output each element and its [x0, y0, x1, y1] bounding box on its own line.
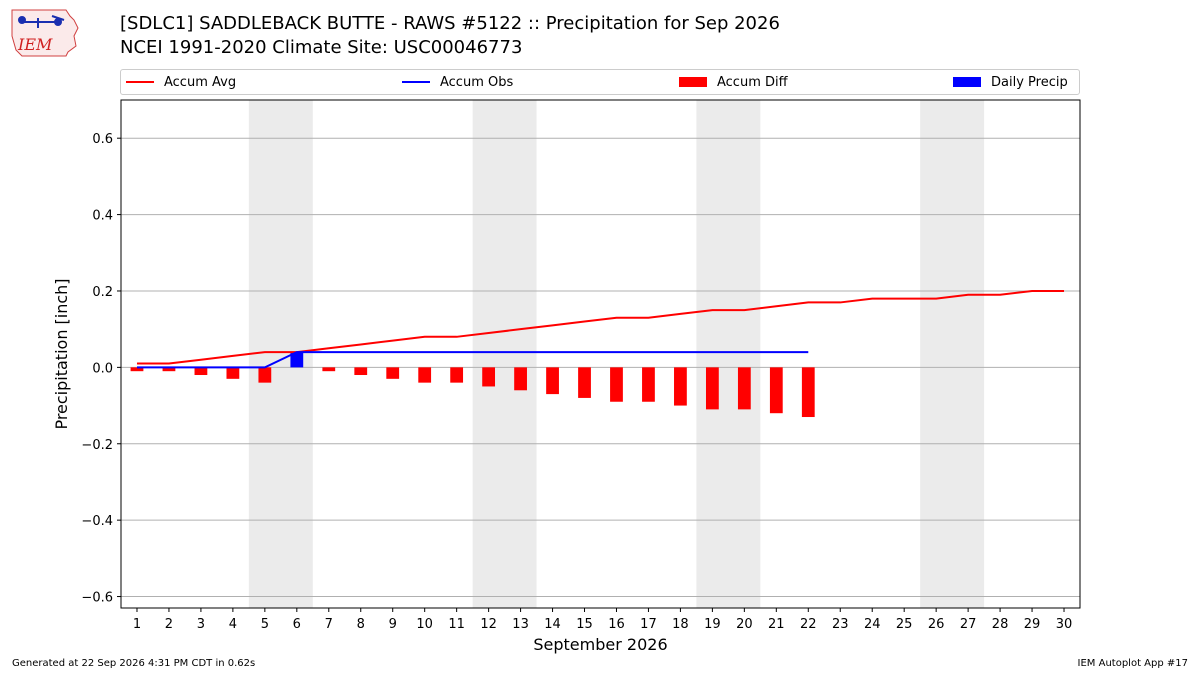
accum-diff-bar — [769, 367, 783, 414]
accum-diff-bar — [322, 367, 336, 372]
accum-diff-bar — [258, 367, 272, 383]
accum-diff-bar — [610, 367, 623, 402]
y-tick-label: 0.2 — [92, 285, 113, 300]
weekend-shade-1 — [248, 100, 313, 608]
x-tick-label: 16 — [608, 617, 625, 632]
legend-swatch-daily-precip — [953, 77, 981, 87]
x-tick-label: 18 — [672, 617, 689, 632]
title-line-1: [SDLC1] SADDLEBACK BUTTE - RAWS #5122 ::… — [120, 13, 780, 34]
x-tick-label: 6 — [293, 617, 301, 632]
x-tick-label: 14 — [544, 617, 561, 632]
accum-diff-bar — [578, 367, 591, 398]
accum-diff-bar — [418, 367, 432, 383]
accum-diff-bar — [450, 367, 464, 383]
accum-diff-bar — [801, 367, 815, 418]
legend-label-accum-obs: Accum Obs — [440, 74, 514, 90]
plot-frame — [120, 99, 1081, 609]
x-tick-label: 28 — [992, 617, 1009, 632]
iem-logo: IEM — [11, 9, 79, 57]
footer-generated: Generated at 22 Sep 2026 4:31 PM CDT in … — [12, 658, 256, 669]
legend-label-accum-avg: Accum Avg — [164, 74, 237, 90]
title-line-2: NCEI 1991-2020 Climate Site: USC00046773 — [120, 37, 523, 58]
legend-swatch-accum-avg — [126, 81, 154, 83]
accum-avg-line — [136, 289, 1065, 365]
weekend-shade-2 — [472, 100, 537, 608]
footer-app: IEM Autoplot App #17 — [1077, 658, 1188, 669]
x-tick-label: 3 — [197, 617, 205, 632]
legend-swatch-accum-obs — [402, 81, 430, 83]
x-tick-label: 8 — [357, 617, 365, 632]
accum-diff-bar — [737, 367, 751, 410]
chart-legend: Accum Avg Accum Obs Accum Diff Daily Pre… — [120, 69, 1080, 95]
accum-diff-bar — [130, 367, 144, 372]
x-axis-label: September 2026 — [533, 635, 667, 654]
x-tick-label: 30 — [1056, 617, 1073, 632]
x-tick-label: 7 — [325, 617, 333, 632]
x-tick-label: 26 — [928, 617, 945, 632]
x-tick-label: 10 — [416, 617, 433, 632]
x-tick-label: 12 — [480, 617, 497, 632]
x-tick-label: 17 — [640, 617, 657, 632]
legend-item-accum-avg: Accum Avg — [126, 73, 236, 91]
x-tick-label: 20 — [736, 617, 753, 632]
x-tick-label: 13 — [512, 617, 529, 632]
accum-diff-bar — [354, 367, 368, 376]
chart-title: [SDLC1] SADDLEBACK BUTTE - RAWS #5122 ::… — [120, 12, 780, 60]
y-tick-label: −0.2 — [81, 438, 113, 453]
daily-precip-bar — [290, 352, 304, 368]
legend-item-accum-obs: Accum Obs — [402, 73, 513, 91]
accum-diff-bar — [674, 367, 687, 406]
x-tick-label: 19 — [704, 617, 721, 632]
x-tick-label: 1 — [133, 617, 141, 632]
legend-item-daily-precip: Daily Precip — [953, 73, 1068, 91]
legend-label-accum-diff: Accum Diff — [717, 74, 788, 90]
x-tick-label: 9 — [389, 617, 397, 632]
accum-obs-line — [136, 351, 809, 369]
accum-diff-bar — [482, 367, 496, 387]
y-tick-label: 0.0 — [92, 361, 113, 376]
x-tick-label: 25 — [896, 617, 913, 632]
x-tick-label: 27 — [960, 617, 977, 632]
logo-text: IEM — [17, 35, 53, 54]
x-tick-label: 24 — [864, 617, 881, 632]
weather-station-icon — [18, 15, 65, 28]
y-tick-label: −0.6 — [81, 591, 113, 606]
accum-diff-bar — [705, 367, 719, 410]
accum-diff-bar — [386, 367, 400, 379]
accum-diff-bar — [162, 367, 176, 372]
accum-diff-bar — [226, 367, 240, 379]
accum-diff-bar — [194, 367, 208, 376]
x-tick-label: 5 — [261, 617, 269, 632]
weekend-shade-4 — [920, 100, 985, 608]
x-tick-label: 23 — [832, 617, 849, 632]
y-tick-label: −0.4 — [81, 514, 113, 529]
x-tick-label: 15 — [576, 617, 593, 632]
y-axis-label: Precipitation [inch] — [52, 278, 71, 429]
weekend-shade-3 — [696, 100, 761, 608]
y-tick-label: 0.4 — [92, 209, 113, 224]
legend-swatch-accum-diff — [679, 77, 707, 87]
x-tick-label: 21 — [768, 617, 785, 632]
x-tick-label: 2 — [165, 617, 173, 632]
x-tick-label: 11 — [448, 617, 465, 632]
accum-diff-bar — [546, 367, 559, 395]
x-tick-label: 22 — [800, 617, 817, 632]
x-tick-label: 4 — [229, 617, 237, 632]
accum-diff-bar — [642, 367, 655, 402]
legend-item-accum-diff: Accum Diff — [679, 73, 788, 91]
x-tick-label: 29 — [1024, 617, 1041, 632]
legend-label-daily-precip: Daily Precip — [991, 74, 1068, 90]
y-tick-label: 0.6 — [92, 132, 113, 147]
accum-diff-bar — [514, 367, 527, 391]
